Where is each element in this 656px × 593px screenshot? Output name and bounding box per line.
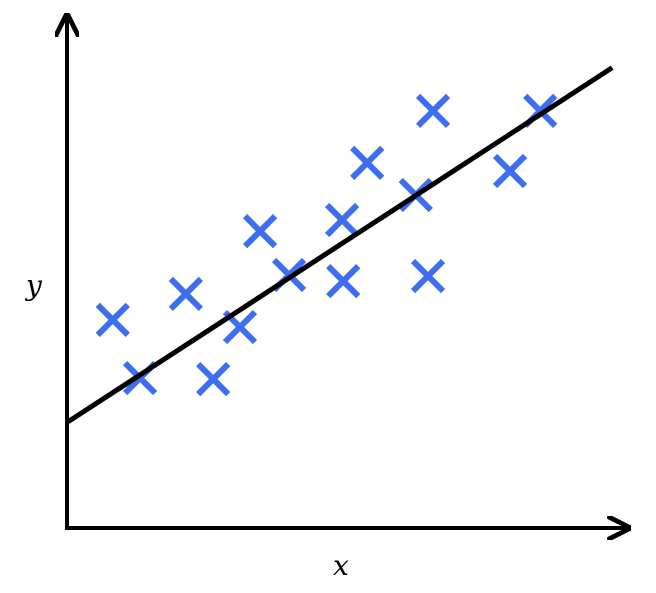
data-points [95,93,558,397]
data-point-7 [324,202,360,238]
x-marker-stroke [410,258,446,294]
regression-line [66,65,614,424]
x-marker-stroke [492,153,528,189]
x-marker-stroke [350,145,385,180]
x-marker-stroke [196,361,231,397]
data-point-13 [492,153,528,189]
data-point-2 [168,276,203,312]
data-point-11 [410,258,446,294]
x-marker-stroke [168,276,203,312]
x-marker-stroke [415,93,451,128]
x-marker-stroke [222,309,258,345]
x-axis-label: x [333,549,349,582]
y-axis-label: y [24,269,43,302]
x-marker-stroke [95,302,130,338]
data-point-0 [95,302,130,338]
data-point-3 [196,361,231,397]
data-point-9 [350,145,385,180]
x-marker-stroke [324,202,360,238]
x-marker-stroke [326,264,361,299]
data-point-5 [242,214,278,249]
x-marker-stroke [242,214,278,249]
data-point-8 [326,264,361,299]
data-point-12 [415,93,451,128]
